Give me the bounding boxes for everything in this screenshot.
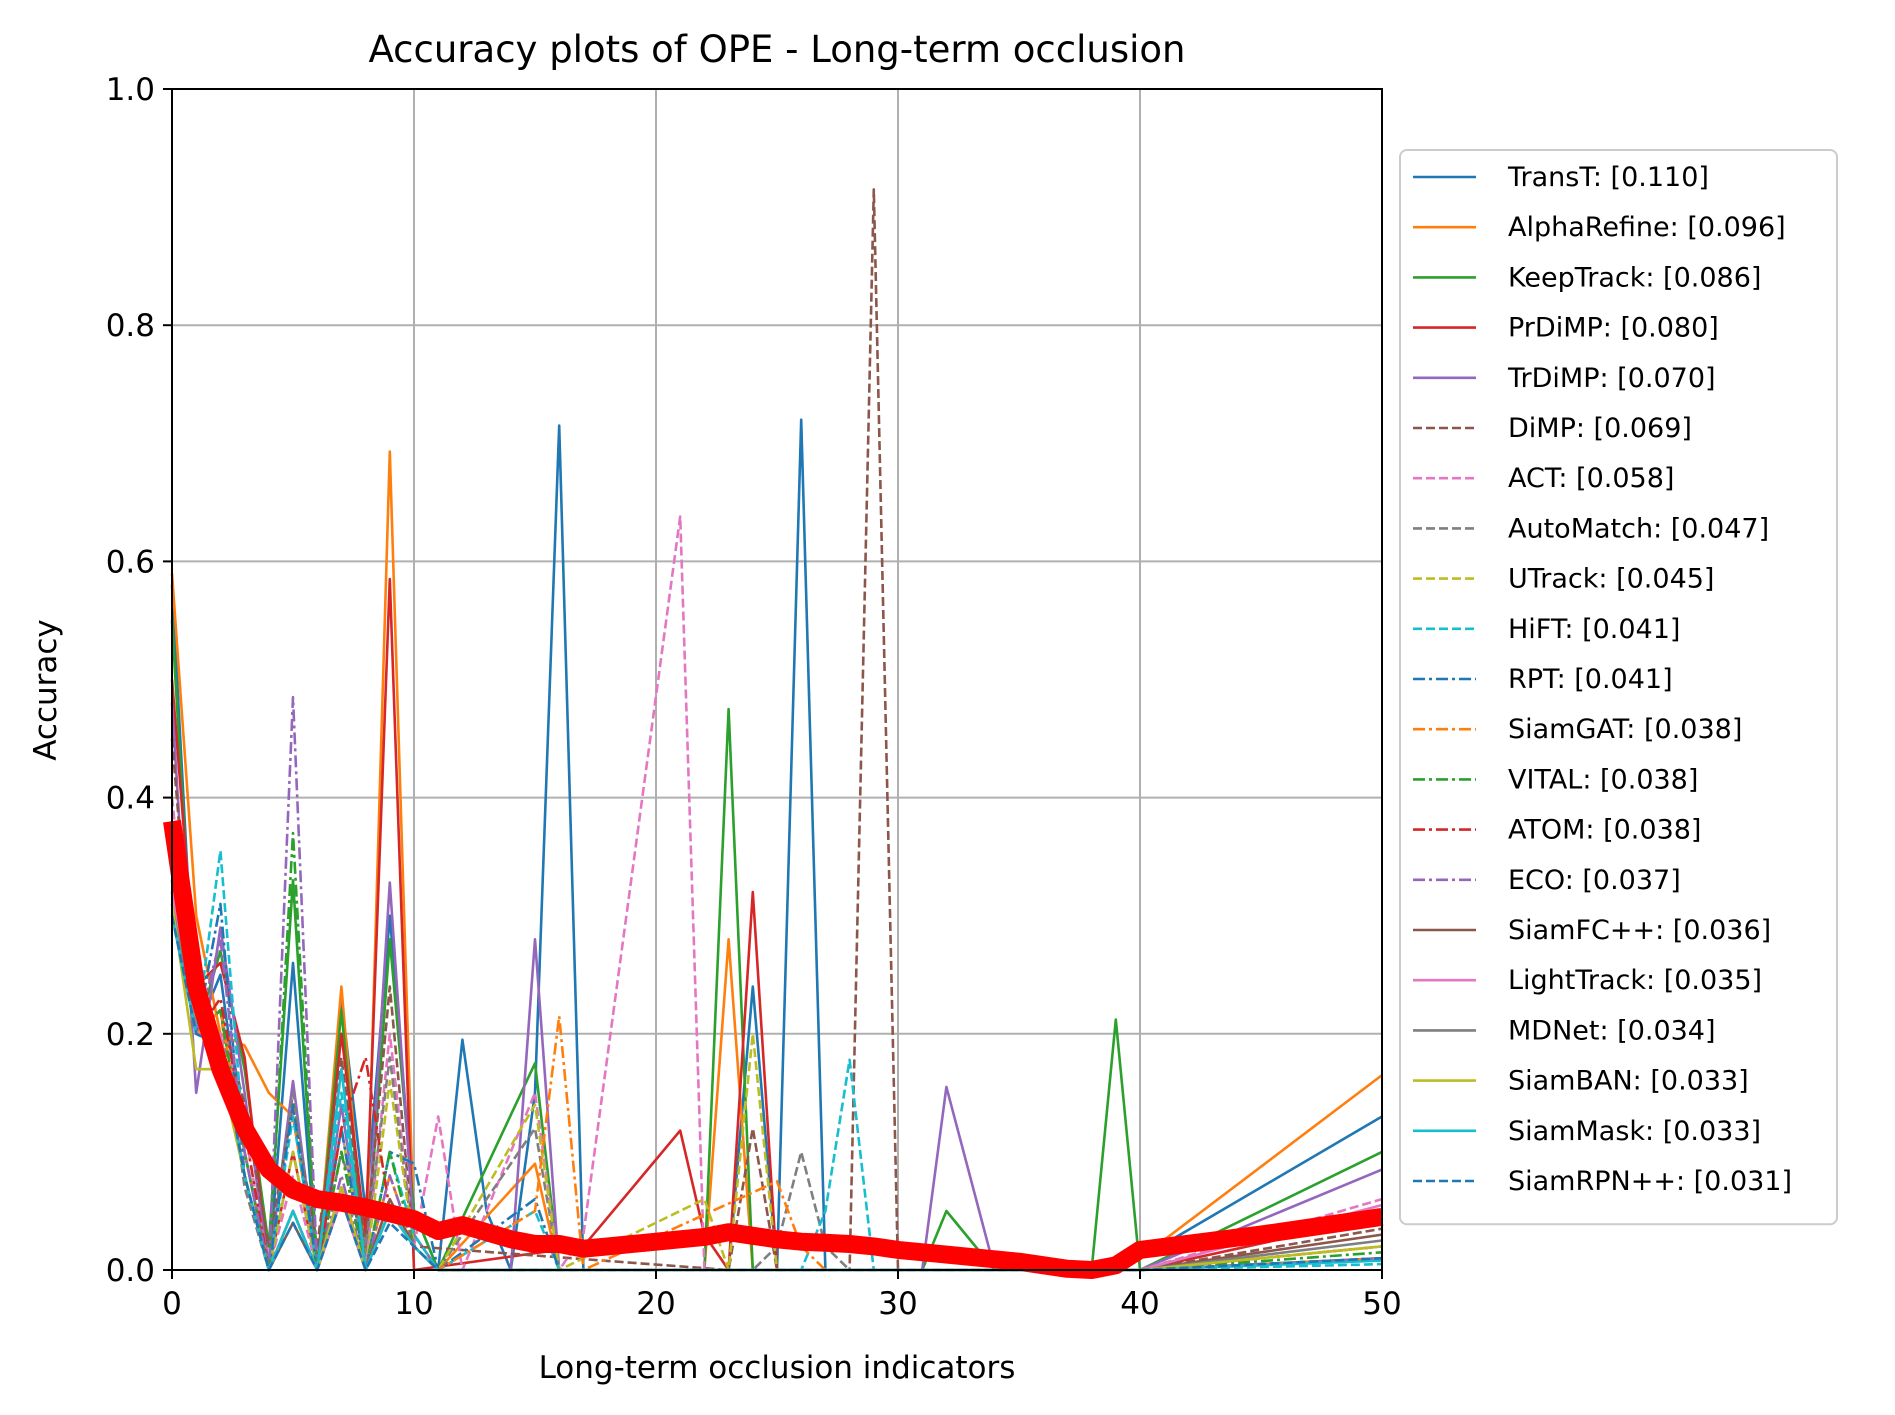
legend-entry-label: AlphaRefine: [0.096] [1508,212,1786,243]
x-tick-label: 20 [636,1286,675,1322]
legend-entry-label: AutoMatch: [0.047] [1508,513,1769,544]
legend-entry-label: SiamBAN: [0.033] [1508,1066,1749,1097]
y-tick-label: 0.6 [106,544,155,580]
legend-entry-label: ATOM: [0.038] [1508,815,1701,846]
legend: TransT: [0.110] AlphaRefine: [0.096] KeepT… [1399,149,1838,1226]
legend-entry-label: DiMP: [0.069] [1508,413,1692,444]
legend-entry-label: SiamRPN++: [0.031] [1508,1166,1792,1197]
y-tick-label: 0.2 [106,1017,155,1053]
plot-frame [171,88,1383,1271]
legend-entry-label: ACT: [0.058] [1508,463,1674,494]
axis-ticks: 0 10 20 30 40 50 0.0 0.2 0.4 0.6 0.8 1.0 [106,72,1402,1322]
y-tick-label: 0.4 [106,781,155,817]
series-line-6 [170,188,1383,1272]
legend-entry-label: UTrack: [0.045] [1508,564,1714,595]
series-line-10 [170,849,1383,1272]
x-tick-label: 50 [1362,1286,1401,1322]
legend-entry-label: HiFT: [0.041] [1508,614,1680,645]
x-tick-label: 40 [1120,1286,1159,1322]
legend-entry-label: PrDiMP: [0.080] [1508,313,1719,344]
legend-entry-label: SiamGAT: [0.038] [1508,714,1742,745]
legend-entry-label: MDNet: [0.034] [1508,1015,1716,1046]
series-lines [163,188,1384,1279]
series-line-13 [170,831,1383,1272]
legend-entry-label: LightTrack: [0.035] [1508,965,1762,996]
x-tick-label: 0 [162,1286,182,1322]
legend-entry-label: TransT: [0.110] [1507,162,1709,193]
y-tick-label: 1.0 [106,72,155,108]
y-tick-label: 0.0 [106,1253,155,1289]
series-line-15 [170,695,1383,1272]
x-tick-label: 10 [394,1286,433,1322]
legend-entry-label: SiamMask: [0.033] [1508,1116,1761,1147]
x-tick-label: 30 [878,1286,917,1322]
series-line-4 [170,577,1383,1272]
legend-entry-label: TrDiMP: [0.070] [1507,363,1716,394]
y-axis-label: Accuracy [28,619,64,761]
chart-title: Accuracy plots of OPE - Long-term occlus… [369,28,1186,71]
legend-entry-label: ECO: [0.037] [1508,865,1681,896]
legend-entry-label: KeepTrack: [0.086] [1508,262,1761,293]
legend-entry-label: RPT: [0.041] [1508,664,1673,695]
x-axis-label: Long-term occlusion indicators [539,1350,1016,1386]
y-tick-label: 0.8 [106,308,155,344]
series-line-2 [170,450,1383,1272]
legend-box [1399,149,1838,1226]
legend-entry-label: SiamFC++: [0.036] [1508,915,1771,946]
series-line-7 [170,515,1383,1272]
series-line-highlight [163,819,1384,1279]
legend-entry-label: VITAL: [0.038] [1508,764,1698,795]
